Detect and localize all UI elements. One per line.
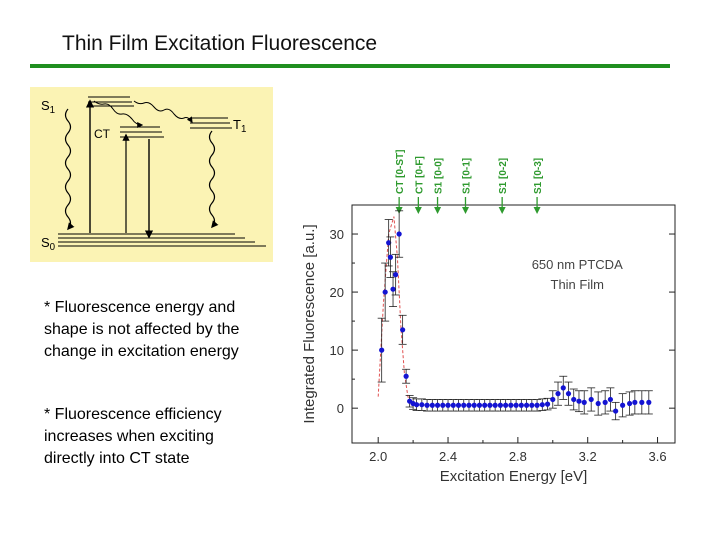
data-point [461, 402, 467, 408]
data-point [440, 402, 446, 408]
data-point [565, 391, 572, 397]
data-point [588, 396, 594, 403]
data-point [482, 402, 488, 408]
s1-to-ct-relaxation-arrow [93, 100, 144, 128]
y-tick-label: 0 [337, 401, 344, 416]
slide-title: Thin Film Excitation Fluorescence [62, 32, 378, 55]
annotation-label: S1 [0-1] [461, 158, 472, 194]
data-point [400, 327, 406, 333]
data-point [396, 231, 402, 237]
data-point [382, 289, 388, 295]
t1-label: T1 [233, 117, 246, 135]
data-point [513, 402, 519, 408]
data-point [503, 402, 509, 408]
annotation-label: CT [0-F] [414, 156, 425, 194]
data-point [424, 402, 430, 408]
data-point [523, 402, 530, 408]
data-point [386, 240, 392, 246]
data-point [518, 402, 524, 408]
chart-title: 650 nm PTCDA [532, 257, 623, 272]
ct-label: CT [94, 127, 111, 141]
data-point [581, 399, 587, 405]
data-point [429, 402, 435, 408]
x-tick-label: 2.4 [439, 449, 457, 464]
data-point [414, 402, 420, 408]
annotation-arrow-head [533, 207, 541, 214]
annotation-label: S1 [0-0] [434, 158, 445, 194]
x-tick-label: 2.0 [369, 449, 387, 464]
data-point [595, 400, 601, 407]
data-point [390, 286, 396, 292]
data-point [555, 391, 561, 397]
data-point [487, 402, 493, 408]
data-point [560, 385, 566, 391]
data-point [613, 408, 619, 414]
data-point [387, 254, 394, 260]
data-point [539, 402, 545, 408]
data-point [576, 398, 582, 404]
t1-emission-wavy-arrow [208, 130, 219, 229]
data-point [403, 373, 409, 379]
energy-diagram-svg: S1 T1 CT S0 [41, 96, 266, 253]
annotation-arrow-head [461, 207, 469, 214]
x-tick-label: 2.8 [509, 449, 527, 464]
data-point [508, 402, 514, 408]
annotation-arrow-head [434, 207, 442, 214]
data-point [476, 402, 483, 408]
data-point [646, 399, 652, 405]
plot-frame [351, 204, 676, 444]
y-axis-label: Integrated Fluorescence [a.u.] [301, 224, 318, 423]
data-point [393, 272, 399, 278]
x-tick-label: 3.6 [649, 449, 667, 464]
s1-to-t1-relaxation-arrow [133, 100, 193, 123]
annotation-arrow-head [414, 207, 422, 214]
fluorescence-chart: 2.0 2.4 2.8 3.2 3.6 0 10 20 30 Excitation Energy … [295, 145, 685, 495]
x-tick-label: 3.2 [579, 449, 597, 464]
data-point [534, 402, 540, 408]
annotation-label: S1 [0-2] [498, 158, 509, 194]
annotation-label: S1 [0-3] [533, 158, 544, 194]
data-point [632, 399, 638, 405]
data-point [550, 396, 556, 403]
s0-label: S0 [41, 235, 56, 253]
data-point [434, 402, 441, 408]
data-point [497, 402, 504, 408]
note-fluorescence-energy: * Fluorescence energy and shape is not a… [44, 299, 240, 360]
y-tick-label: 10 [330, 343, 344, 358]
data-point [492, 402, 498, 408]
data-point [455, 402, 462, 408]
data-point [471, 402, 477, 408]
data-point [450, 402, 456, 408]
data-point [544, 401, 551, 407]
data-point [602, 399, 608, 405]
data-point [529, 402, 535, 408]
data-point [639, 399, 645, 405]
data-point [607, 396, 613, 403]
data-point [379, 347, 385, 353]
annotation-label: CT [0-ST] [395, 150, 406, 194]
y-tick-label: 30 [330, 227, 344, 242]
s1-label: S1 [41, 98, 55, 116]
energy-level-diagram: S1 T1 CT S0 [30, 87, 273, 262]
y-tick-label: 20 [330, 285, 344, 300]
note-fluorescence-efficiency: * Fluorescence efficiency increases when… [44, 406, 222, 467]
chart-svg: 2.0 2.4 2.8 3.2 3.6 0 10 20 30 Excitation Energy … [301, 150, 676, 485]
title-divider [30, 64, 670, 68]
data-point [571, 396, 577, 403]
data-point [445, 402, 451, 408]
annotation-arrow-head [498, 207, 506, 214]
data-point [419, 402, 425, 408]
data-point [466, 402, 472, 408]
data-point [627, 400, 633, 407]
x-axis-label: Excitation Energy [eV] [440, 468, 588, 485]
chart-subtitle: Thin Film [551, 277, 604, 292]
s0-levels [58, 233, 266, 247]
t1-levels [190, 117, 232, 129]
data-point [620, 402, 626, 408]
s1-emission-wavy-arrow [64, 108, 75, 231]
